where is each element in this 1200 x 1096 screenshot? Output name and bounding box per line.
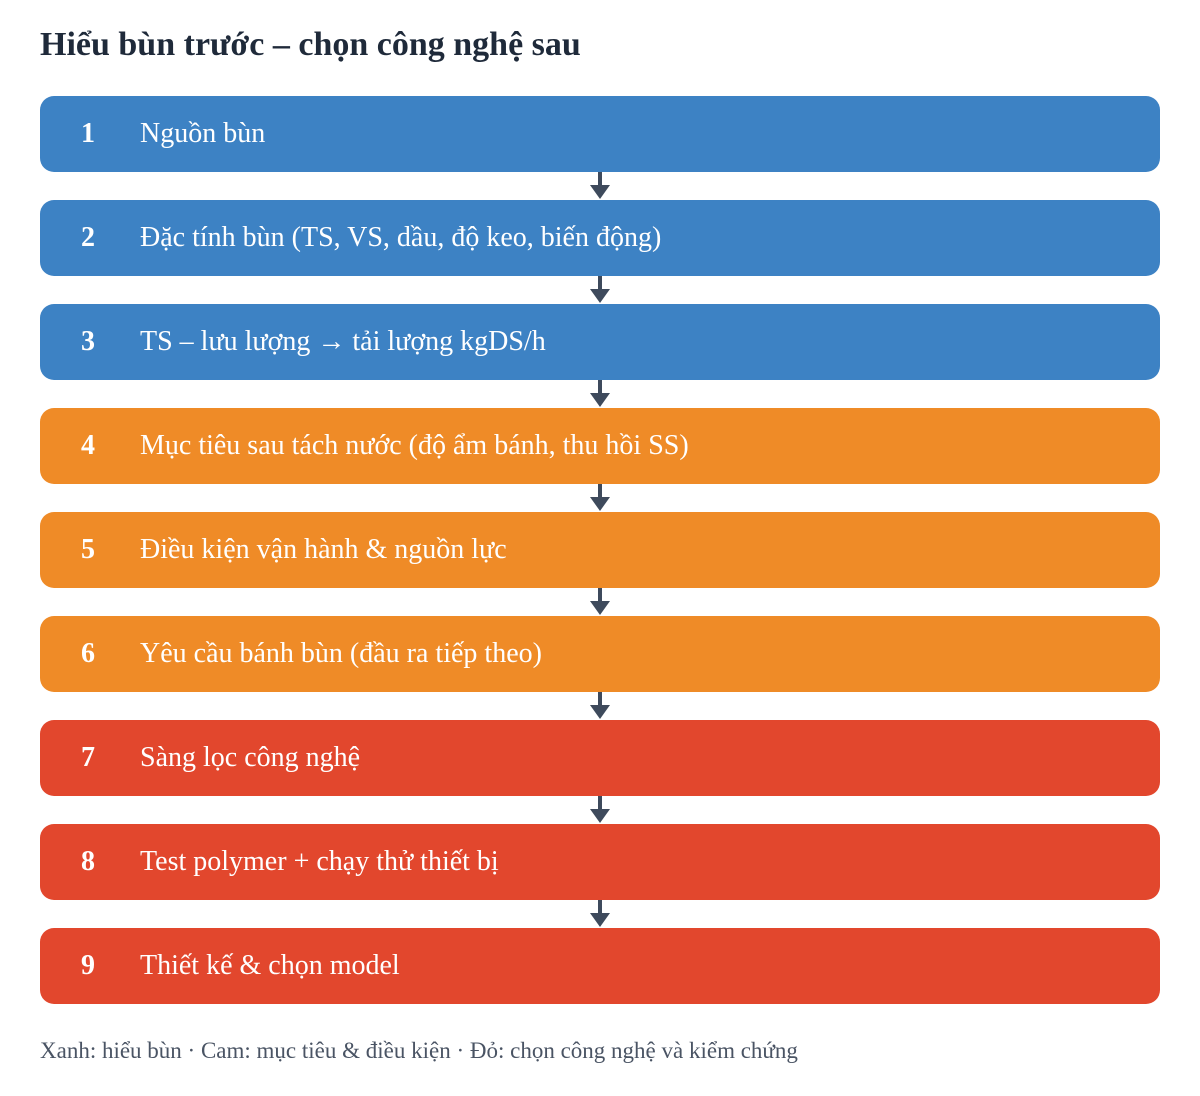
- step-box-8: 8 Test polymer + chạy thử thiết bị: [40, 824, 1160, 900]
- arrow-down-icon: [590, 185, 610, 199]
- step-box-4: 4 Mục tiêu sau tách nước (độ ẩm bánh, thu…: [40, 408, 1160, 484]
- arrow-down-icon: [590, 497, 610, 511]
- arrow-line: [598, 588, 602, 602]
- arrow-down-icon: [590, 393, 610, 407]
- process-flow: 1 Nguồn bùn 2 Đặc tính bùn (TS, VS, dầu, độ…: [40, 96, 1160, 1004]
- step-number: 8: [81, 846, 95, 877]
- diagram-title: Hiểu bùn trước – chọn công nghệ sau: [40, 26, 581, 63]
- arrow-line: [598, 172, 602, 186]
- arrow-down-icon: [590, 809, 610, 823]
- arrow-down-icon: [590, 289, 610, 303]
- arrow-line: [598, 380, 602, 394]
- step-label: Sàng lọc công nghệ: [140, 742, 361, 773]
- step-number: 2: [81, 222, 95, 253]
- step-label: Thiết kế & chọn model: [140, 950, 400, 981]
- flow-arrow-connector: [40, 276, 1160, 304]
- flow-arrow-connector: [40, 484, 1160, 512]
- color-legend: Xanh: hiểu bùn · Cam: mục tiêu & điều ki…: [40, 1038, 798, 1063]
- flow-arrow-connector: [40, 692, 1160, 720]
- arrow-line: [598, 796, 602, 810]
- step-box-3: 3 TS – lưu lượng → tải lượng kgDS/h: [40, 304, 1160, 380]
- arrow-down-icon: [590, 601, 610, 615]
- arrow-line: [598, 692, 602, 706]
- arrow-line: [598, 276, 602, 290]
- step-label: Test polymer + chạy thử thiết bị: [140, 846, 499, 877]
- step-number: 5: [81, 534, 95, 565]
- step-box-1: 1 Nguồn bùn: [40, 96, 1160, 172]
- step-label: Điều kiện vận hành & nguồn lực: [140, 534, 507, 565]
- step-label: Yêu cầu bánh bùn (đầu ra tiếp theo): [140, 638, 542, 669]
- step-box-6: 6 Yêu cầu bánh bùn (đầu ra tiếp theo): [40, 616, 1160, 692]
- step-number: 7: [81, 742, 95, 773]
- arrow-down-icon: [590, 705, 610, 719]
- flow-arrow-connector: [40, 900, 1160, 928]
- step-number: 6: [81, 638, 95, 669]
- flow-arrow-connector: [40, 380, 1160, 408]
- flow-arrow-connector: [40, 796, 1160, 824]
- step-box-2: 2 Đặc tính bùn (TS, VS, dầu, độ keo, biến…: [40, 200, 1160, 276]
- step-box-7: 7 Sàng lọc công nghệ: [40, 720, 1160, 796]
- step-box-9: 9 Thiết kế & chọn model: [40, 928, 1160, 1004]
- flow-arrow-connector: [40, 172, 1160, 200]
- arrow-down-icon: [590, 913, 610, 927]
- step-number: 9: [81, 950, 95, 981]
- step-box-5: 5 Điều kiện vận hành & nguồn lực: [40, 512, 1160, 588]
- step-number: 1: [81, 118, 95, 149]
- step-label: Mục tiêu sau tách nước (độ ẩm bánh, thu …: [140, 430, 689, 461]
- step-label: Nguồn bùn: [140, 118, 266, 149]
- arrow-line: [598, 484, 602, 498]
- step-number: 3: [81, 326, 95, 357]
- flow-arrow-connector: [40, 588, 1160, 616]
- step-label: Đặc tính bùn (TS, VS, dầu, độ keo, biến …: [140, 222, 662, 253]
- step-label: TS – lưu lượng → tải lượng kgDS/h: [140, 326, 546, 357]
- step-number: 4: [81, 430, 95, 461]
- arrow-line: [598, 900, 602, 914]
